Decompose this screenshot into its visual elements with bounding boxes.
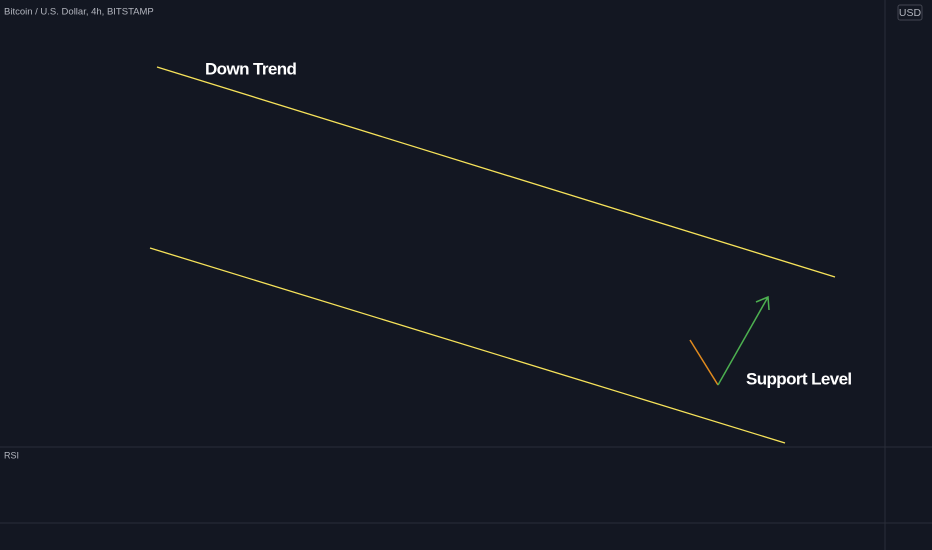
currency-box[interactable] (897, 4, 923, 21)
projection-up (717, 296, 769, 386)
trend-line-upper (156, 66, 836, 278)
chart-title: Bitcoin / U.S. Dollar, 4h, BITSTAMP (4, 7, 154, 18)
drawings (149, 66, 836, 444)
annotation: Support Level (746, 369, 852, 388)
annotation: Down Trend (205, 59, 296, 78)
arrow-head (755, 295, 770, 311)
currency: USD (899, 7, 922, 19)
rsi-label: RSI (4, 450, 19, 460)
projection-down (689, 339, 719, 386)
trend-line-lower (149, 247, 786, 444)
